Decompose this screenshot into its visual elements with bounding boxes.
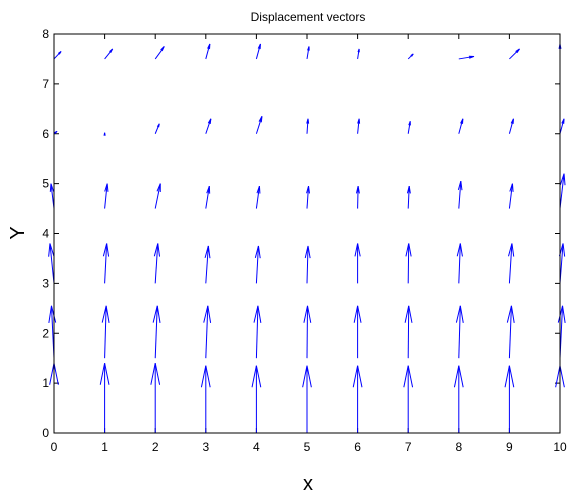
vector-arrow (49, 183, 55, 209)
vector-arrows (48, 43, 566, 433)
vector-arrow (48, 305, 57, 359)
x-tick-label: 1 (101, 440, 108, 454)
vector-arrow (457, 180, 463, 209)
y-tick-label: 0 (42, 426, 49, 440)
vector-arrow (357, 118, 361, 134)
vector-arrow (255, 43, 261, 60)
vector-arrow (508, 183, 514, 209)
vector-arrow (403, 365, 414, 433)
vector-arrow (99, 363, 110, 433)
x-tick-label: 6 (354, 440, 361, 454)
vector-arrow (205, 118, 212, 134)
vector-arrow (456, 243, 463, 284)
vector-arrow (508, 243, 515, 284)
vector-arrow (104, 183, 109, 209)
y-tick-label: 2 (42, 326, 49, 340)
x-tick-label: 9 (506, 440, 513, 454)
vector-arrow (407, 121, 411, 134)
vector-arrow (458, 118, 464, 134)
y-tick-label: 7 (42, 77, 49, 91)
vector-arrow (504, 365, 515, 433)
y-tick-label: 8 (42, 27, 49, 41)
vector-arrow (304, 245, 311, 284)
y-tick-label: 3 (42, 276, 49, 290)
vector-arrow (200, 365, 211, 433)
vector-arrow (557, 305, 566, 359)
vector-arrow (559, 118, 565, 134)
vector-arrow (306, 118, 310, 134)
vector-arrow (101, 305, 110, 359)
y-axis-ticks: 0 1 2 3 4 5 6 7 8 (42, 27, 560, 440)
vector-arrow (53, 130, 58, 135)
vector-arrow (204, 245, 211, 284)
vector-arrow (48, 243, 55, 284)
x-tick-label: 4 (253, 440, 260, 454)
y-tick-label: 4 (42, 227, 49, 241)
vector-arrow (559, 173, 566, 209)
vector-arrow (254, 245, 261, 284)
x-tick-label: 8 (455, 440, 462, 454)
vector-arrow (404, 305, 413, 359)
x-tick-label: 7 (405, 440, 412, 454)
vector-arrow (251, 365, 262, 433)
vector-arrow (104, 48, 114, 60)
vector-arrow (405, 243, 412, 284)
vector-arrow (354, 243, 361, 284)
x-tick-label: 5 (304, 440, 311, 454)
vector-arrow (508, 118, 514, 134)
vector-arrow (453, 365, 464, 433)
vector-arrow (153, 243, 161, 284)
vector-arrow (203, 305, 212, 359)
vector-arrow (102, 243, 110, 284)
vector-arrow (407, 53, 414, 60)
vector-arrow (255, 185, 261, 209)
vector-arrow (357, 48, 360, 60)
vector-arrow (103, 132, 106, 136)
vector-arrow (253, 305, 262, 359)
vector-arrow (509, 48, 520, 60)
vector-arrow (355, 186, 360, 209)
vector-arrow (302, 365, 312, 433)
x-tick-label: 0 (51, 440, 58, 454)
x-tick-label: 3 (202, 440, 209, 454)
vector-arrow (506, 305, 515, 359)
vector-arrow (558, 243, 566, 284)
x-axis-label: x (303, 473, 313, 493)
vector-arrow (455, 305, 464, 359)
vector-arrow (306, 185, 310, 209)
chart-title: Displacement vectors (251, 10, 366, 24)
vector-arrow (255, 116, 263, 134)
vector-arrow (154, 183, 161, 209)
x-tick-label: 10 (553, 440, 567, 454)
vector-arrow (53, 51, 62, 60)
vector-arrow (154, 46, 165, 60)
plot-frame (53, 33, 561, 434)
vector-arrow (353, 305, 362, 359)
y-tick-label: 1 (42, 376, 49, 390)
vector-arrow (205, 43, 211, 60)
vector-arrow (306, 46, 310, 60)
y-tick-label: 5 (42, 177, 49, 191)
vector-arrow (205, 185, 211, 209)
x-tick-label: 2 (152, 440, 159, 454)
x-axis-ticks: 0 1 2 3 4 5 6 7 8 9 10 (51, 34, 567, 454)
vector-arrow (152, 305, 161, 359)
vector-arrow (150, 363, 161, 433)
vector-arrow (458, 55, 475, 60)
y-axis-label: Y (7, 226, 29, 239)
vector-arrow (406, 185, 411, 209)
vector-arrow (154, 123, 160, 134)
y-tick-label: 6 (42, 127, 49, 141)
vector-arrow (352, 365, 363, 433)
vector-arrow (303, 305, 312, 359)
